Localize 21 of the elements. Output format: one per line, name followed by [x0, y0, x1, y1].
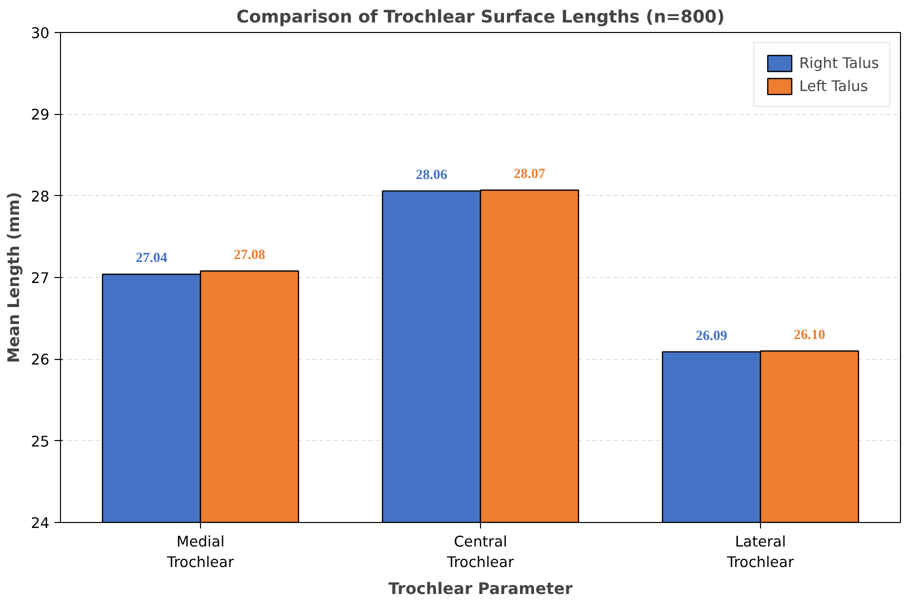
- y-tick-label: 25: [30, 433, 50, 450]
- x-axis-title: Trochlear Parameter: [388, 578, 573, 598]
- y-axis-title: Mean Length (mm): [4, 192, 23, 363]
- y-tick-label: 28: [30, 188, 50, 206]
- y-tick-label: 27: [30, 270, 50, 287]
- x-tick-label: Medial Trochlear: [166, 534, 235, 571]
- data-label: 28.07: [514, 167, 546, 182]
- data-label: 26.10: [794, 328, 826, 343]
- chart-title: Comparison of Trochlear Surface Lengths (n=800): [236, 8, 725, 28]
- x-tick-label: Lateral Trochlear: [726, 534, 795, 571]
- y-tick-label: 29: [30, 106, 50, 124]
- y-tick-label: 26: [30, 352, 50, 369]
- data-label: 26.09: [696, 328, 728, 344]
- y-tick-label: 30: [30, 25, 50, 42]
- data-label: 28.06: [416, 168, 448, 183]
- legend-label: Left Talus: [799, 78, 868, 94]
- data-label: 27.04: [136, 251, 168, 266]
- legend-label: Right Talus: [799, 54, 879, 72]
- data-label: 27.08: [234, 248, 266, 263]
- x-tick-label: Central Trochlear: [446, 534, 515, 571]
- y-tick-label: 24: [30, 515, 50, 532]
